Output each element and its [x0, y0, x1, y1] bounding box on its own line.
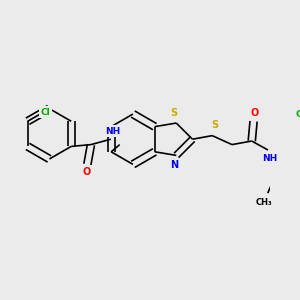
Text: S: S [212, 120, 218, 130]
Text: CH₃: CH₃ [256, 198, 272, 207]
Text: NH: NH [262, 154, 278, 164]
Text: S: S [170, 108, 177, 118]
Text: O: O [250, 108, 259, 118]
Text: N: N [170, 160, 178, 170]
Text: NH: NH [105, 127, 120, 136]
Text: O: O [82, 167, 91, 178]
Text: Cl: Cl [41, 108, 50, 117]
Text: Cl: Cl [296, 110, 300, 118]
